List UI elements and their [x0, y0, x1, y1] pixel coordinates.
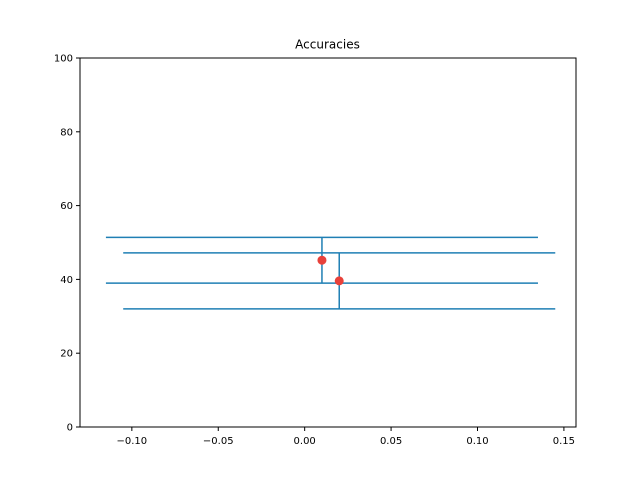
x-tick-label: 0.00: [294, 436, 316, 447]
y-tick-label: 60: [60, 201, 73, 212]
x-tick-label: 0.10: [466, 436, 488, 447]
data-point: [317, 255, 327, 265]
errorbar-layer: [105, 236, 556, 310]
x-tick-label: −0.10: [117, 436, 148, 447]
y-tick-label: 20: [60, 349, 73, 360]
x-tick-label: 0.15: [553, 436, 575, 447]
data-point: [334, 276, 344, 286]
y-tick-label: 40: [60, 275, 73, 286]
y-tick-label: 100: [54, 54, 73, 65]
chart-title: Accuracies: [295, 38, 360, 52]
x-axis-ticks: −0.10 −0.05 0.00 0.05 0.10 0.15: [117, 427, 575, 447]
x-tick-label: −0.05: [203, 436, 234, 447]
x-tick-label: 0.05: [380, 436, 402, 447]
y-axis-ticks: 0 20 40 60 80 100: [54, 54, 80, 434]
y-tick-label: 80: [60, 127, 73, 138]
y-tick-label: 0: [67, 423, 73, 434]
marker-layer: [317, 255, 344, 286]
plot-frame: [79, 57, 577, 428]
